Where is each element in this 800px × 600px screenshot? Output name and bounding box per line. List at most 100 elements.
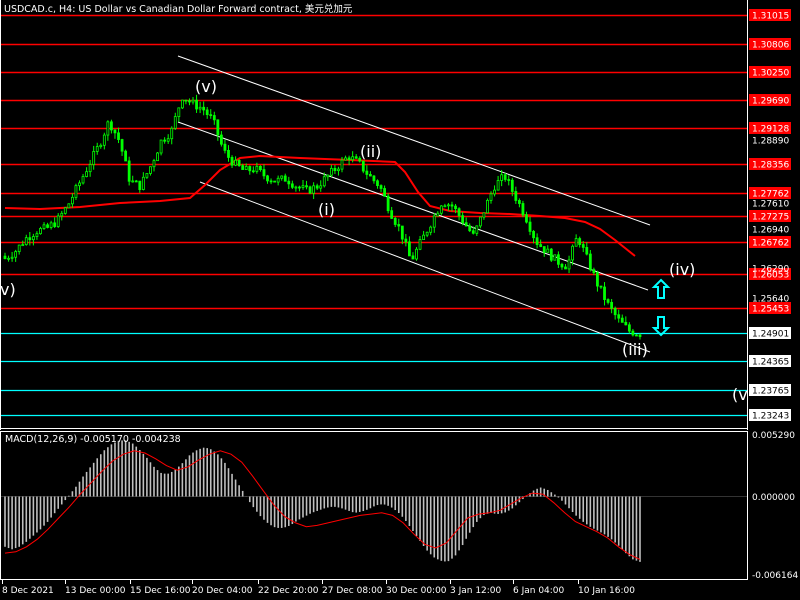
candle-body (517, 200, 521, 204)
candle-body (92, 151, 96, 165)
candle-body (496, 180, 500, 191)
price-tick-label: 1.27610 (752, 200, 789, 210)
candle-body (14, 251, 18, 258)
candle-body (397, 224, 401, 227)
cyan-level-label: 1.24365 (752, 358, 789, 368)
candle-body (464, 222, 468, 227)
candle-body (379, 185, 383, 189)
candle-body (351, 156, 355, 161)
candle-body (237, 159, 241, 167)
candle-body (212, 115, 216, 121)
price-tick-label: 1.26940 (752, 226, 789, 236)
red-level-tag (749, 122, 791, 134)
candle-body (627, 324, 631, 332)
red-level-label: 1.30250 (752, 69, 789, 79)
candle-body (603, 286, 606, 300)
candle-body (635, 334, 638, 337)
price-tick-label: 1.25640 (752, 295, 789, 305)
candle-body (340, 159, 344, 170)
candle-body (567, 259, 571, 270)
candle-body (471, 230, 475, 234)
candle-body (31, 236, 35, 241)
candle-body (571, 245, 574, 261)
candle-body (578, 238, 582, 245)
candle-body (156, 152, 159, 162)
candle-body (585, 247, 589, 255)
candle-body (475, 225, 479, 234)
red-level-tag (749, 158, 791, 170)
candle-body (163, 139, 167, 142)
candle-body (457, 208, 461, 217)
red-level-tag (749, 94, 791, 106)
wave-label: (v (732, 385, 748, 404)
candle-body (88, 164, 92, 173)
up-arrow-icon (651, 278, 671, 299)
time-tick-label: 3 Jan 12:00 (450, 586, 502, 596)
candle-body (319, 185, 323, 189)
candle-body (3, 255, 7, 260)
candle-body (166, 138, 170, 142)
candle-body (478, 216, 482, 227)
time-tick-label: 15 Dec 16:00 (130, 586, 191, 596)
candle-body (503, 174, 507, 180)
candle-body (400, 225, 404, 240)
candle-body (152, 160, 156, 168)
candle-body (560, 263, 564, 268)
candle-body (447, 204, 450, 207)
candle-body (507, 179, 511, 181)
candle-body (546, 248, 550, 253)
candle-body (308, 186, 312, 194)
candle-body (131, 180, 135, 183)
candle-body (298, 186, 301, 189)
candle-body (159, 139, 163, 154)
candle-body (372, 175, 376, 182)
candle-body (71, 196, 74, 205)
candle-body (535, 237, 539, 245)
candle-body (418, 239, 422, 250)
channel-middle-line (177, 121, 649, 291)
candle-body (500, 174, 504, 181)
candle-body (294, 186, 298, 189)
candle-body (606, 299, 610, 303)
wave-label: (ii) (360, 142, 381, 161)
candle-body (223, 143, 227, 151)
candle-body (429, 226, 433, 233)
candle-body (333, 167, 337, 172)
red-level-tag (749, 302, 791, 314)
candle-body (259, 165, 262, 171)
candle-body (248, 166, 252, 172)
red-level-label: 1.30806 (752, 41, 789, 51)
candle-body (28, 237, 32, 241)
candle-body (631, 330, 635, 336)
signal-arrows (651, 278, 671, 337)
candle-body (539, 244, 543, 247)
candle-body (198, 106, 202, 110)
candle-body (241, 165, 245, 170)
candle-body (329, 167, 333, 176)
candle-body (46, 224, 49, 228)
candle-body (67, 203, 71, 209)
candle-body (610, 301, 614, 309)
candle-body (177, 107, 181, 117)
macd-axis-top: 0.005290 (752, 431, 795, 441)
red-level-label: 1.25453 (752, 305, 789, 315)
candle-body (322, 176, 326, 187)
cyan-level-tag (749, 327, 791, 339)
candle-body (39, 228, 42, 235)
candle-body (227, 150, 230, 158)
candle-body (255, 165, 259, 172)
candle-body (138, 180, 142, 190)
candle-body (337, 168, 340, 172)
time-tick-label: 13 Dec 00:00 (65, 586, 126, 596)
red-level-label: 1.29128 (752, 125, 789, 135)
channel-upper-line (177, 55, 651, 226)
candle-body (592, 269, 596, 274)
time-tick-label: 27 Dec 08:00 (322, 586, 383, 596)
candle-body (216, 119, 220, 136)
candle-body (549, 248, 553, 261)
candle-body (262, 169, 266, 177)
cyan-level-label: 1.23765 (752, 387, 789, 397)
candle-body (532, 231, 535, 239)
red-level-tag (749, 268, 791, 280)
